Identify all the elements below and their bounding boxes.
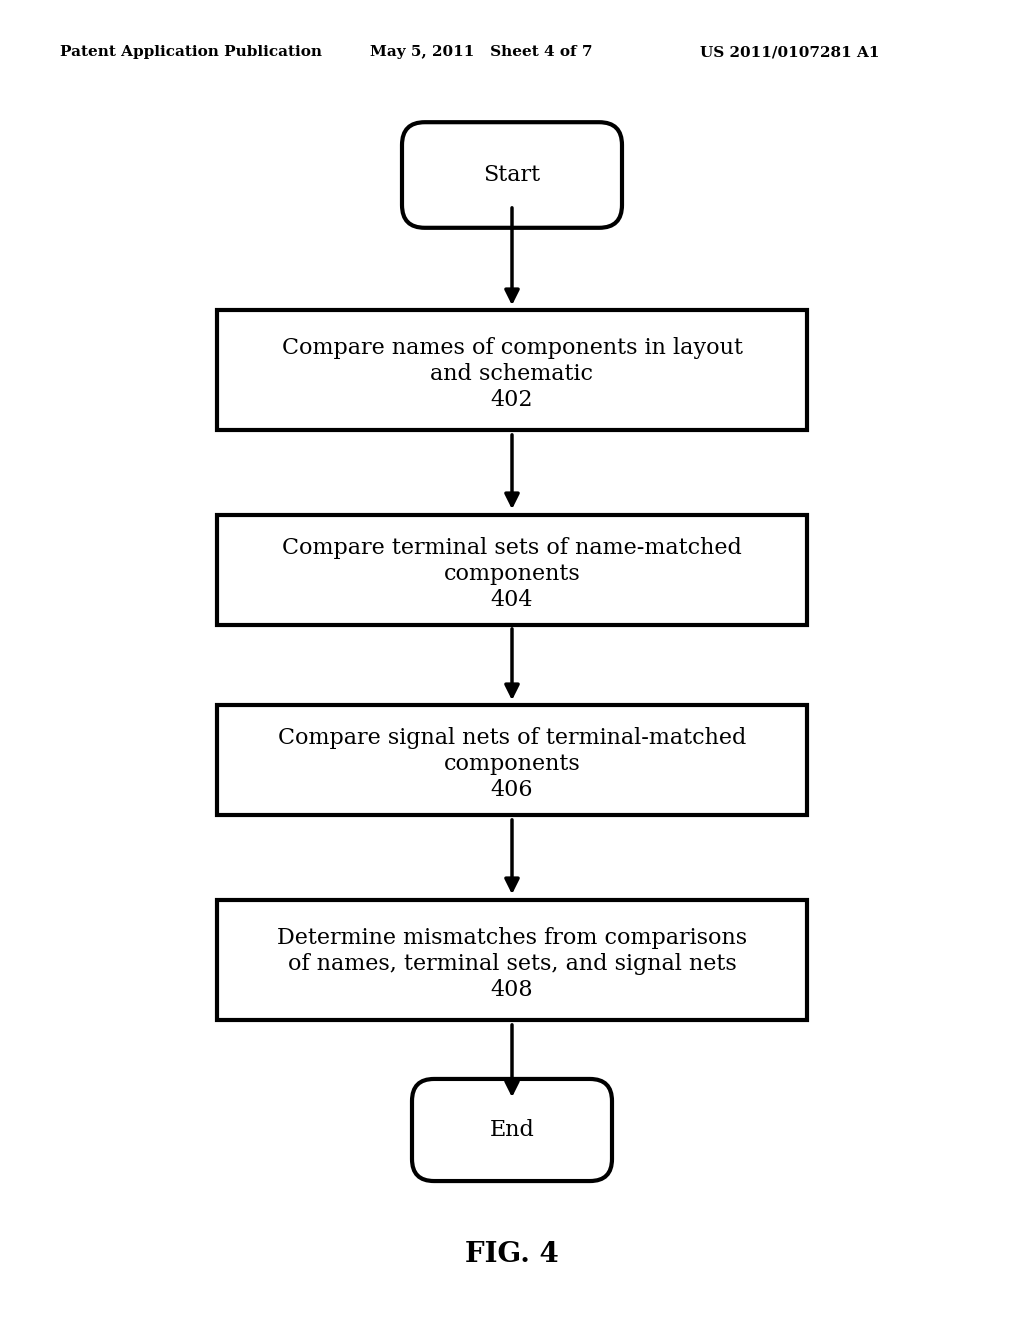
FancyBboxPatch shape: [217, 515, 807, 624]
Text: Compare names of components in layout: Compare names of components in layout: [282, 337, 742, 359]
Text: Compare signal nets of terminal-matched: Compare signal nets of terminal-matched: [278, 727, 746, 748]
Text: 404: 404: [490, 589, 534, 611]
Text: FIG. 4: FIG. 4: [465, 1242, 559, 1269]
FancyBboxPatch shape: [217, 310, 807, 430]
FancyBboxPatch shape: [402, 123, 622, 228]
Text: and schematic: and schematic: [430, 363, 594, 385]
Text: components: components: [443, 564, 581, 585]
Text: End: End: [489, 1119, 535, 1140]
Text: of names, terminal sets, and signal nets: of names, terminal sets, and signal nets: [288, 953, 736, 975]
FancyBboxPatch shape: [412, 1078, 612, 1181]
Text: Compare terminal sets of name-matched: Compare terminal sets of name-matched: [282, 537, 742, 558]
Text: 406: 406: [490, 779, 534, 801]
Text: components: components: [443, 752, 581, 775]
FancyBboxPatch shape: [217, 900, 807, 1020]
Text: Start: Start: [483, 164, 541, 186]
Text: May 5, 2011   Sheet 4 of 7: May 5, 2011 Sheet 4 of 7: [370, 45, 593, 59]
Text: 402: 402: [490, 389, 534, 411]
Text: 408: 408: [490, 979, 534, 1001]
Text: Determine mismatches from comparisons: Determine mismatches from comparisons: [276, 927, 748, 949]
Text: Patent Application Publication: Patent Application Publication: [60, 45, 322, 59]
FancyBboxPatch shape: [217, 705, 807, 814]
Text: US 2011/0107281 A1: US 2011/0107281 A1: [700, 45, 880, 59]
